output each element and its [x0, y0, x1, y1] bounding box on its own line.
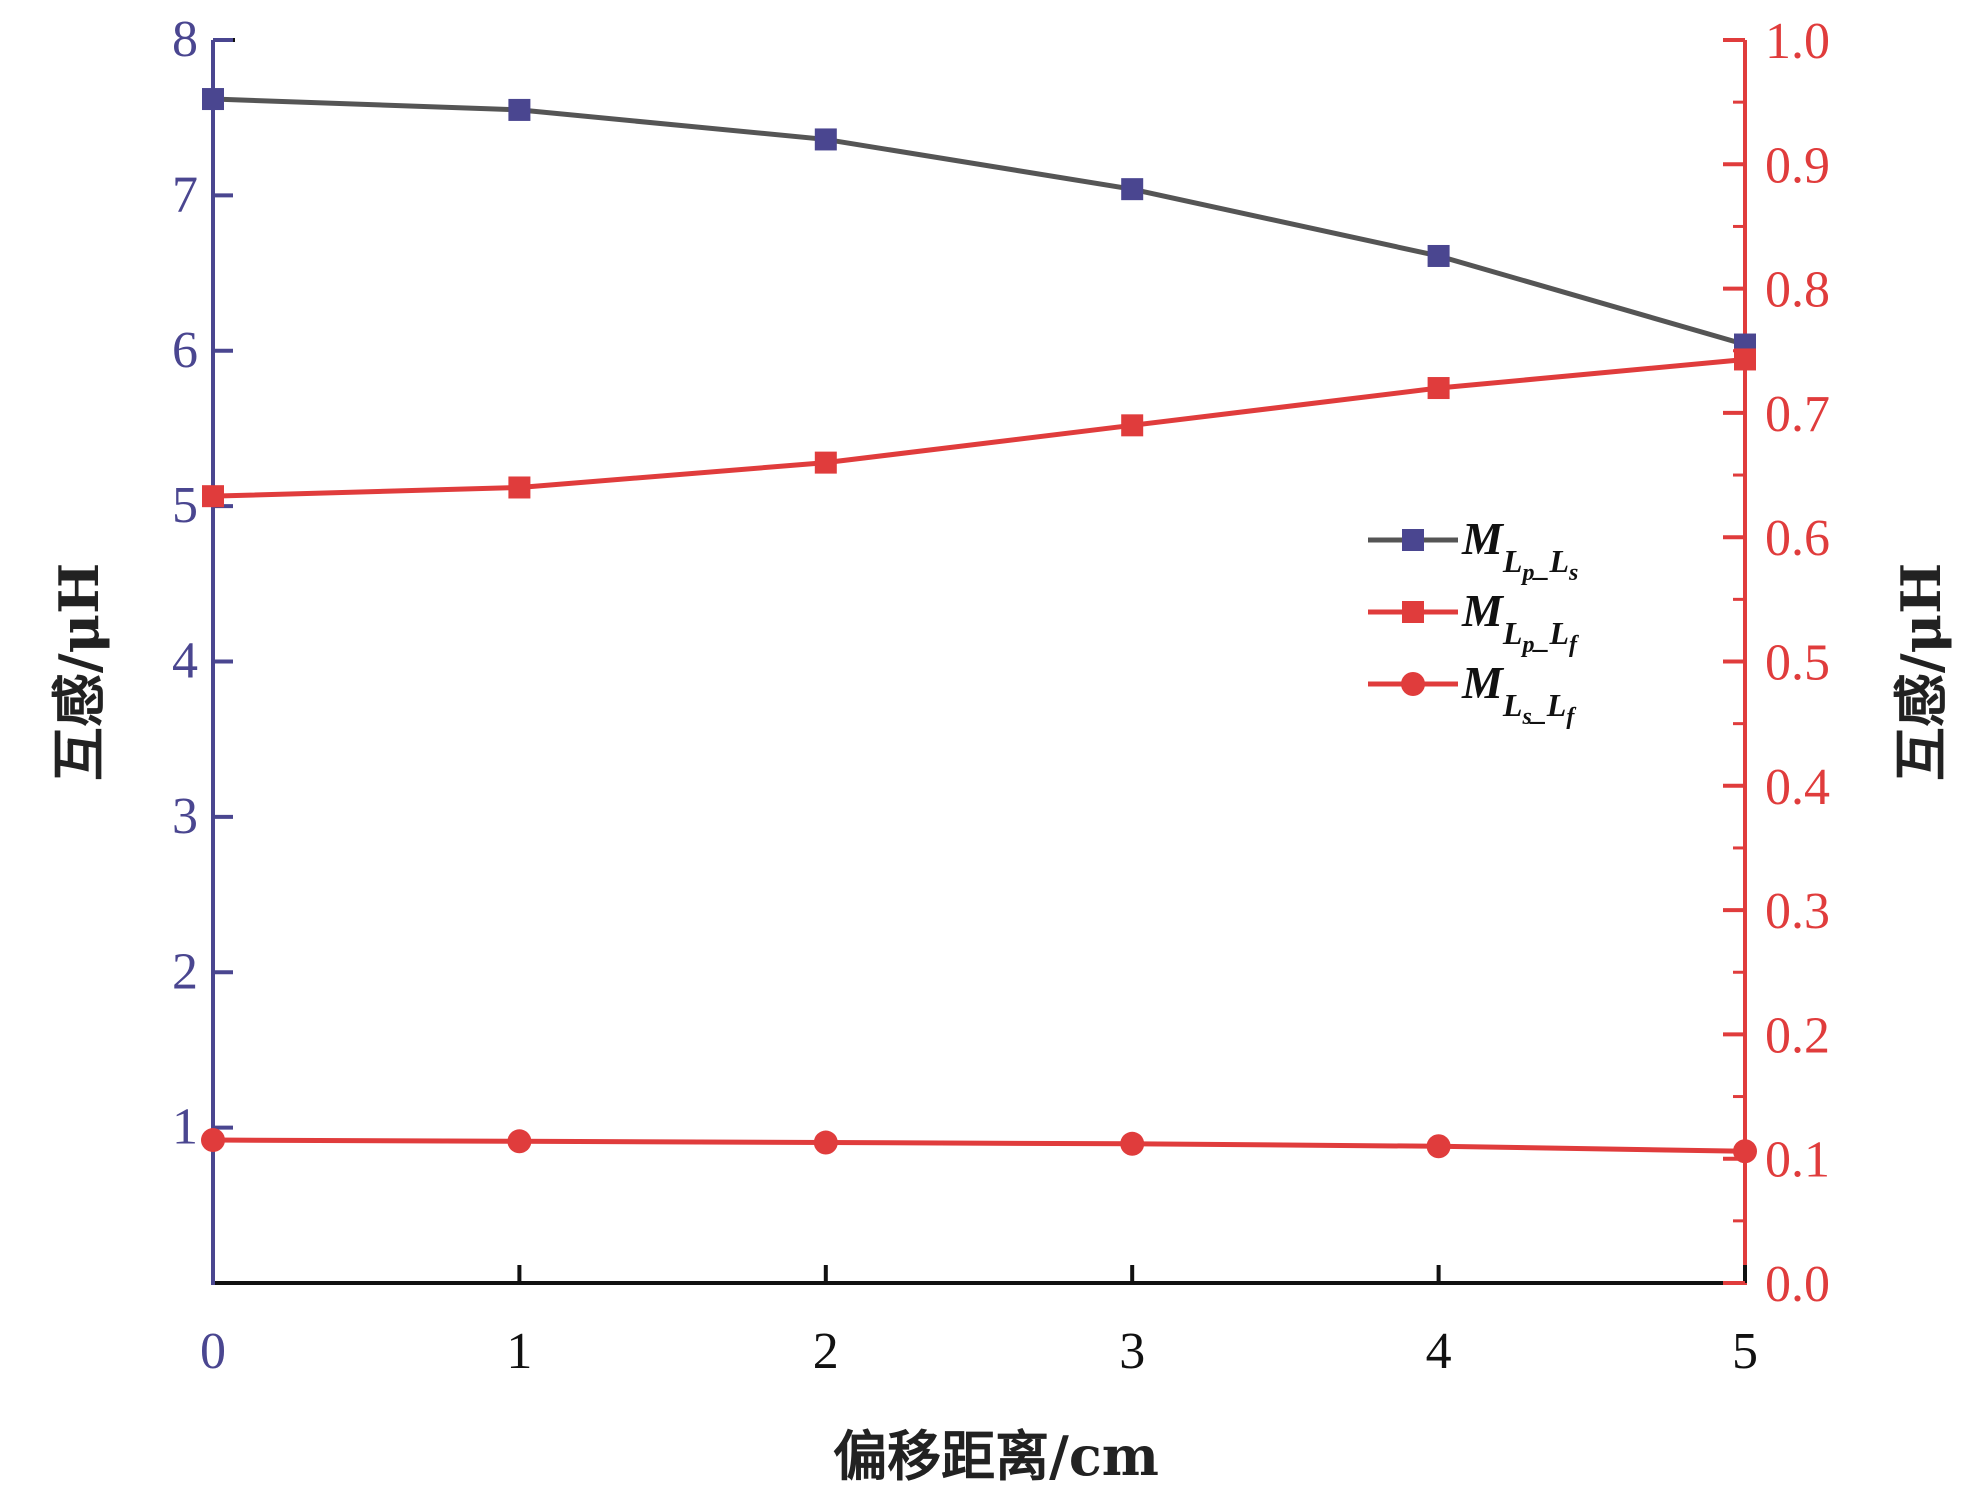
left-y-tick-label: 2	[172, 943, 198, 1000]
legend-label-part: s	[1568, 560, 1578, 586]
x-tick-label: 5	[1732, 1323, 1758, 1380]
legend-marker	[1402, 529, 1424, 551]
right-y-tick-label: 0.8	[1765, 262, 1830, 319]
left-y-tick-label: 7	[172, 166, 198, 223]
legend-label-part: s	[1521, 704, 1531, 730]
data-point	[508, 98, 531, 121]
data-point	[201, 1128, 225, 1153]
data-point	[202, 88, 224, 111]
right-y-tick-label: 0.0	[1765, 1256, 1830, 1313]
data-point	[1121, 414, 1144, 437]
data-point	[1121, 178, 1144, 201]
legend-label-part: L	[1548, 543, 1569, 579]
legend-label-part: p	[1520, 632, 1534, 658]
left-y-tick-label: 4	[172, 633, 198, 690]
left-y-axis-title: 互感/μH	[47, 563, 111, 781]
legend-label-part: L	[1502, 615, 1523, 651]
x-tick-label: 1	[506, 1323, 532, 1380]
right-y-tick-label: 0.9	[1765, 137, 1830, 194]
legend-label-part: p	[1520, 560, 1534, 586]
legend-label-part: M	[1461, 657, 1505, 708]
x-axis-title: 偏移距离/cm	[833, 1424, 1159, 1488]
legend-label: MLs_Lf	[1461, 657, 1576, 730]
data-point	[507, 1129, 532, 1154]
right-y-tick-label: 0.5	[1765, 635, 1830, 692]
left-y-tick-label: 5	[172, 477, 198, 534]
data-point	[508, 476, 531, 499]
data-point	[814, 451, 837, 474]
left-y-tick-label: 8	[172, 11, 198, 68]
legend-marker	[1401, 672, 1425, 696]
legend-label-part: f	[1569, 632, 1579, 658]
legend-label-part: _	[1531, 550, 1549, 583]
legend-label-part: L	[1502, 687, 1523, 723]
left-y-tick-label: 6	[172, 322, 198, 379]
axes: 0 1 2 3 4 5 1 2 3 4 5 6 7 8 0.0 0.1 0.2 0.3 0.4 0.5 0.6 0.7 0.…	[172, 11, 1830, 1380]
left-y-tick-label: 3	[172, 788, 198, 845]
x-tick-label: 3	[1119, 1323, 1145, 1380]
data-point	[202, 485, 224, 508]
data-point	[1426, 1134, 1451, 1159]
legend-label-part: L	[1548, 615, 1569, 651]
x-tick-label: 0	[200, 1323, 226, 1380]
data-point	[813, 1130, 838, 1155]
series-layer	[201, 88, 1757, 1164]
data-point	[1427, 377, 1450, 400]
legend-label: MLp_Ls	[1461, 513, 1578, 586]
data-point	[814, 128, 837, 151]
series-line	[212, 96, 1746, 347]
right-y-tick-label: 0.7	[1765, 386, 1830, 443]
legend-label-part: _	[1529, 694, 1547, 727]
legend-label-part: M	[1461, 585, 1505, 636]
legend-label-part: L	[1546, 687, 1567, 723]
legend-label: MLp_Lf	[1461, 585, 1579, 658]
data-point	[1120, 1131, 1145, 1156]
legend-label-part: L	[1502, 543, 1523, 579]
x-tick-label: 2	[813, 1323, 839, 1380]
series-line	[212, 356, 1746, 499]
legend-label-part: _	[1531, 622, 1549, 655]
right-y-tick-label: 0.4	[1765, 759, 1830, 816]
legend-label-part: M	[1461, 513, 1505, 564]
right-y-tick-label: 1.0	[1765, 13, 1830, 70]
x-tick-label: 4	[1426, 1323, 1452, 1380]
data-point	[1734, 348, 1756, 371]
right-y-tick-label: 0.3	[1765, 883, 1830, 940]
right-y-axis-title: 互感/μH	[1889, 563, 1953, 781]
right-y-tick-label: 0.1	[1765, 1132, 1830, 1189]
data-point	[1733, 1139, 1757, 1164]
right-y-tick-label: 0.6	[1765, 510, 1830, 567]
legend-marker	[1402, 601, 1424, 623]
data-point	[1427, 244, 1450, 267]
right-y-tick-label: 0.2	[1765, 1007, 1830, 1064]
series-line	[212, 1137, 1746, 1154]
legend-label-part: f	[1566, 704, 1576, 730]
left-y-tick-label: 1	[172, 1099, 198, 1156]
